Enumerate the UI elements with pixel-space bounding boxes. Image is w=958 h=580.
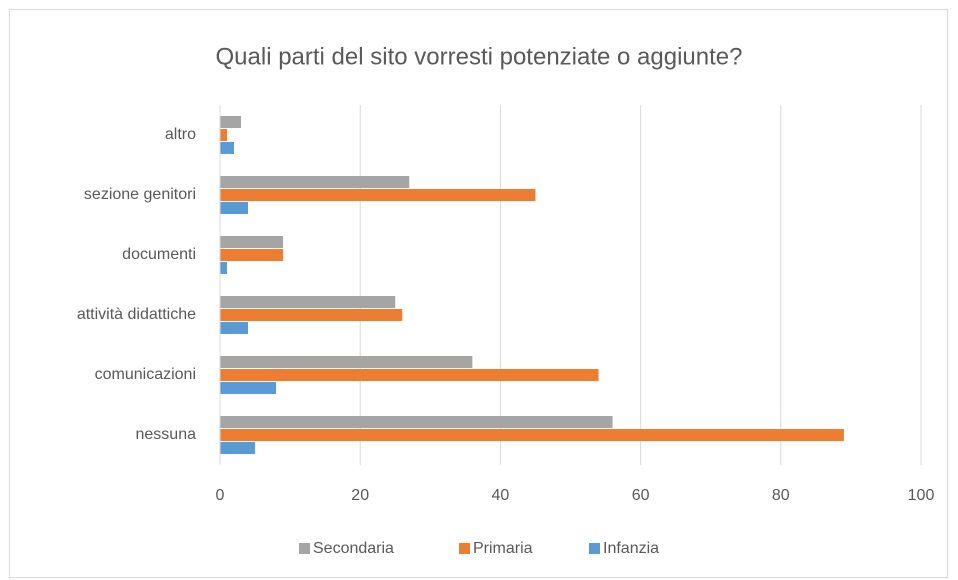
bar — [220, 382, 277, 394]
bar — [220, 356, 473, 368]
bar — [220, 249, 284, 261]
bar — [220, 176, 410, 188]
legend-swatch — [459, 543, 470, 554]
y-tick-label: nessuna — [136, 426, 197, 443]
bar — [220, 129, 228, 141]
y-tick-label: altro — [165, 126, 196, 143]
legend-swatch — [589, 543, 600, 554]
bar — [220, 322, 249, 334]
x-tick-label: 40 — [492, 487, 510, 504]
legend-swatch — [299, 543, 310, 554]
x-tick-label: 100 — [908, 487, 935, 504]
chart-border — [9, 9, 948, 578]
bar — [220, 309, 403, 321]
y-tick-label: sezione genitori — [84, 186, 196, 203]
y-tick-label: comunicazioni — [95, 366, 196, 383]
bar — [220, 236, 284, 248]
y-tick-label: documenti — [122, 246, 196, 263]
bar — [220, 142, 235, 154]
legend-label: Infanzia — [603, 540, 659, 557]
bar — [220, 116, 242, 128]
x-tick-label: 20 — [351, 487, 369, 504]
bar — [220, 189, 536, 201]
chart-title: Quali parti del sito vorresti potenziate… — [216, 43, 743, 70]
x-tick-label: 80 — [772, 487, 790, 504]
legend-label: Primaria — [473, 540, 533, 557]
bar — [220, 369, 599, 381]
bar — [220, 442, 256, 454]
bar — [220, 296, 396, 308]
x-tick-label: 0 — [216, 487, 225, 504]
x-tick-label: 60 — [632, 487, 650, 504]
bar — [220, 202, 249, 214]
bar — [220, 416, 613, 428]
legend-label: Secondaria — [313, 540, 394, 557]
bar — [220, 429, 844, 441]
y-tick-label: attività didattiche — [77, 306, 196, 323]
bar — [220, 262, 228, 274]
